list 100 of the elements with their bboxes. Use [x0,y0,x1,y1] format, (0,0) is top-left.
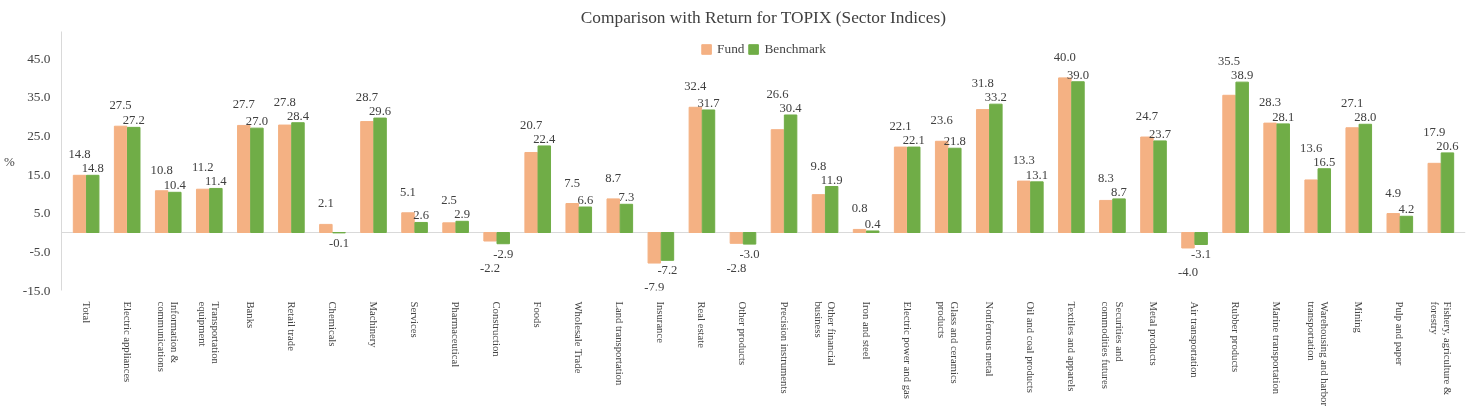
bar [373,117,387,234]
x-tick-label: Rubber products [1230,301,1242,373]
data-label: 29.6 [368,104,392,119]
data-label: 38.9 [1231,68,1254,83]
data-label: -3.0 [739,247,760,262]
bar [742,232,757,245]
x-tick-label: Electric power and gas [901,301,913,399]
data-label: 2.9 [454,207,471,222]
x-tick-label: Securities and commodities futures [1100,301,1125,389]
bar [565,203,579,234]
data-label: -2.9 [493,246,514,261]
data-label: 31.7 [697,95,720,110]
data-label: 21.8 [943,134,966,149]
data-label: 0.8 [851,201,868,216]
x-tick-label: Land transportation [614,301,626,386]
data-label: 27.1 [1341,96,1364,111]
bar [154,190,169,234]
data-label: 8.7 [1111,184,1127,199]
bar [824,186,839,234]
y-axis-title: % [3,153,15,169]
data-label: 28.7 [355,90,379,105]
data-label: -3.1 [1191,247,1212,262]
data-label: 2.1 [317,196,334,211]
bar [524,152,538,234]
bar [1222,94,1236,234]
bar [1058,77,1072,234]
bar [401,212,415,234]
data-label: 7.5 [564,175,581,190]
data-label: 23.6 [930,113,953,128]
data-label: 13.1 [1025,167,1048,182]
data-label: 32.4 [684,79,708,94]
y-tick-label: 5.0 [33,205,51,221]
data-label: -0.1 [329,235,350,250]
x-tick-label: Precision instruments [778,301,790,394]
data-label: 20.7 [520,117,543,132]
data-label: 35.5 [1217,54,1241,69]
bar [852,228,867,234]
data-label: 20.6 [1436,138,1459,153]
bar [127,126,141,234]
bar [619,203,634,234]
data-label: -7.9 [644,280,665,295]
data-label: 27.0 [245,114,268,129]
bar [483,232,497,242]
x-tick-label: Marine transportation [1271,301,1283,395]
bar [537,145,552,234]
data-label: 9.8 [810,158,827,173]
bar [1112,198,1126,234]
bar [811,194,826,234]
data-label: 4.9 [1385,185,1402,200]
legend-label: Benchmark [764,41,826,57]
bar [1304,179,1318,234]
data-label: 28.1 [1272,109,1295,124]
x-tick-label: Foods [532,301,544,328]
data-label: 17.9 [1423,124,1446,139]
bar [1358,123,1373,234]
x-tick-label: Warehousing and harbor transportation [1305,301,1330,407]
x-tick-label: Nonferrous metal [983,301,995,377]
data-label: 27.5 [109,98,132,113]
bar [1345,127,1359,234]
x-tick-label: Retail trade [285,301,297,352]
bar [770,129,785,234]
bar [195,188,210,234]
data-label: 27.7 [232,97,255,112]
data-label: 27.2 [122,113,145,128]
bar [291,122,305,234]
data-label: 26.6 [766,87,789,101]
bar [278,124,292,234]
x-tick-label: Services [409,301,421,338]
x-tick-label: Banks [244,301,256,329]
data-label: 24.7 [1135,109,1159,124]
data-label: 13.3 [1012,153,1035,168]
bar [1317,168,1332,234]
bar [578,206,593,234]
data-label: 5.1 [400,184,416,199]
bar [250,127,264,234]
x-tick-label: Construction [491,301,503,358]
bar [1140,136,1154,234]
x-tick-label: Total [80,301,92,324]
bar [496,232,510,245]
y-tick-label: 15.0 [27,166,51,182]
bar [975,109,990,234]
data-label: -2.2 [480,260,501,275]
bar [442,222,456,234]
data-label: 33.2 [984,90,1007,105]
x-tick-label: Machinery [368,301,379,349]
bar [783,114,798,234]
y-tick-label: 45.0 [27,50,51,66]
chart-title: Comparison with Return for TOPIX (Sector Indices) [580,7,947,27]
data-label: 0.4 [864,216,882,231]
bar [85,174,100,234]
data-label: 40.0 [1053,49,1076,64]
bar [1194,232,1208,245]
x-tick-label: Information & communications [156,301,181,372]
bar [660,232,675,261]
bar [360,121,374,234]
data-label: 10.8 [150,162,173,177]
x-tick-label: Pulp and paper [1394,301,1406,366]
data-label: 7.3 [618,190,635,205]
y-tick-label: 25.0 [27,127,51,143]
bar [1071,81,1085,234]
